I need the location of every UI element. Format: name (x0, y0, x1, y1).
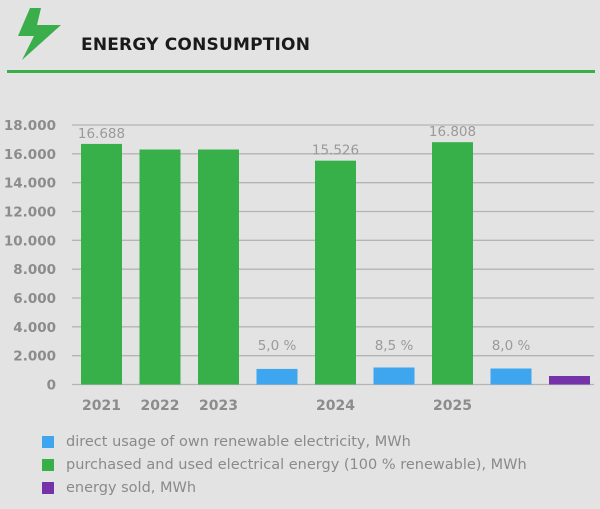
y-tick-label: 2.000 (13, 349, 56, 365)
y-tick-label: 4.000 (13, 320, 56, 336)
y-tick-label: 14.000 (4, 176, 56, 192)
legend-swatch (42, 481, 54, 494)
legend-label: direct usage of own renewable electricit… (66, 433, 411, 450)
bar-sold (549, 375, 590, 385)
legend-swatch (42, 435, 54, 448)
bar-direct (373, 367, 415, 385)
x-tick-label: 2023 (199, 398, 238, 414)
y-tick-label: 18.000 (4, 118, 56, 134)
y-tick-label: 10.000 (4, 233, 56, 249)
bar-direct (490, 368, 532, 385)
y-tick-label: 0 (47, 378, 56, 394)
y-tick-label: 8.000 (13, 262, 56, 278)
x-tick-label: 2021 (82, 398, 121, 414)
legend-label: purchased and used electrical energy (10… (66, 456, 527, 473)
data-label: 16.808 (429, 124, 476, 140)
legend-label: energy sold, MWh (66, 479, 197, 496)
page-title: ENERGY CONSUMPTION (81, 35, 311, 55)
lightning-bolt-icon (18, 8, 61, 60)
y-tick-label: 16.000 (4, 147, 56, 163)
data-label: 16.688 (78, 126, 125, 142)
bar-direct (256, 368, 298, 385)
x-tick-label: 2025 (433, 398, 472, 414)
legend-item: purchased and used electrical energy (10… (42, 453, 527, 476)
bar-chart: 0 2.000 4.000 6.000 8.000 10.000 12.000 14.000 1… (4, 118, 594, 414)
y-tick-label: 6.000 (13, 291, 56, 307)
data-label: 5,0 % (258, 338, 297, 354)
legend-swatch (42, 458, 54, 471)
legend-item: direct usage of own renewable electricit… (42, 430, 527, 453)
legend: direct usage of own renewable electricit… (42, 430, 527, 499)
bar-purchased (315, 160, 356, 385)
y-tick-label: 12.000 (4, 205, 56, 221)
bar-purchased (432, 142, 473, 385)
legend-item: energy sold, MWh (42, 476, 527, 499)
bar-purchased (198, 149, 239, 385)
data-label: 8,5 % (375, 338, 414, 354)
x-tick-label: 2022 (141, 398, 180, 414)
header: ENERGY CONSUMPTION (0, 0, 600, 75)
x-tick-label: 2024 (316, 398, 355, 414)
data-label: 8,0 % (492, 338, 531, 354)
bar-purchased (81, 143, 122, 385)
header-divider (7, 70, 595, 73)
data-label: 15.526 (312, 143, 359, 159)
bar-purchased (139, 149, 181, 385)
